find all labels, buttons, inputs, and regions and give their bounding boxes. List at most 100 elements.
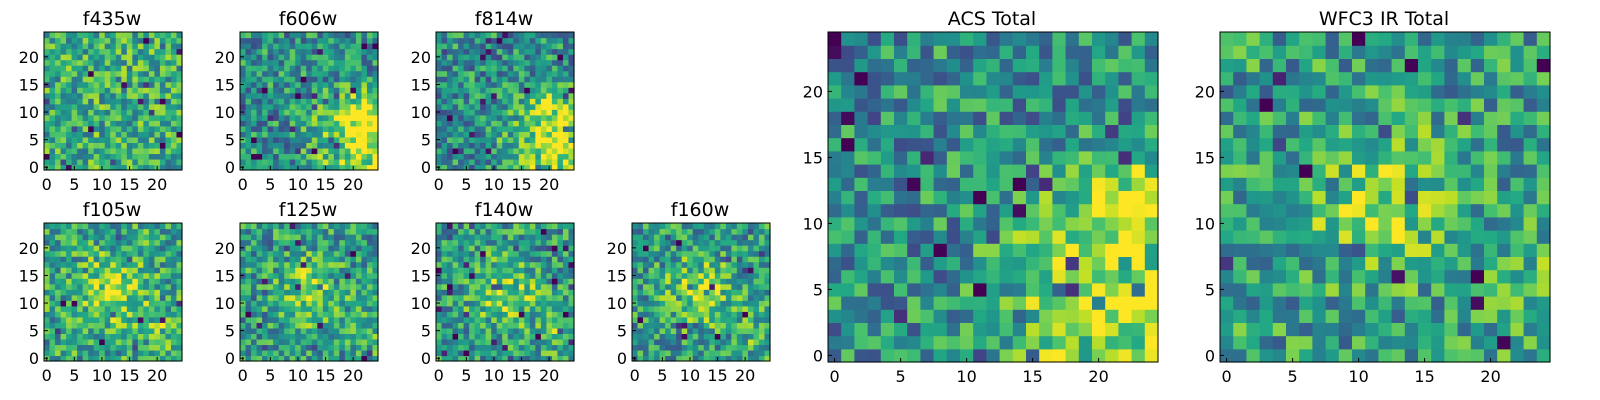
heatmap-cell <box>986 269 1001 284</box>
heatmap-cell <box>143 59 150 66</box>
heatmap-cell <box>143 283 150 290</box>
heatmap-cell <box>698 311 705 318</box>
heatmap-cell <box>764 245 771 252</box>
heatmap-cell <box>154 349 161 357</box>
heatmap-cell <box>535 300 542 307</box>
heatmap-cell <box>256 109 263 116</box>
heatmap-cell <box>518 142 525 149</box>
heatmap-cell <box>568 120 575 127</box>
heatmap-cell <box>126 338 133 346</box>
heatmap-cell <box>322 250 329 257</box>
heatmap-cell <box>344 234 351 241</box>
heatmap-cell <box>322 48 329 55</box>
heatmap-cell <box>1092 322 1106 337</box>
heatmap-cell <box>535 59 542 66</box>
heatmap-cell <box>681 250 688 257</box>
heatmap-cell <box>692 245 699 252</box>
heatmap-cell <box>540 272 547 279</box>
heatmap-cell <box>159 103 167 110</box>
heatmap-cell <box>317 37 324 44</box>
heatmap-cell <box>311 289 318 296</box>
heatmap-cell <box>546 158 553 166</box>
heatmap-cell <box>546 142 553 149</box>
heatmap-cell <box>447 267 454 274</box>
heatmap-cell <box>267 256 274 263</box>
heatmap-cell <box>372 256 379 263</box>
heatmap-cell <box>764 261 771 268</box>
heatmap-cell <box>568 136 575 143</box>
heatmap-cell <box>121 267 128 274</box>
heatmap-cell <box>154 98 161 105</box>
heatmap-cell <box>99 278 106 285</box>
heatmap-cell <box>1065 309 1080 323</box>
heatmap-cell <box>88 261 95 268</box>
heatmap-cell <box>66 120 73 127</box>
heatmap-cell <box>452 272 459 279</box>
heatmap-cell <box>742 316 749 323</box>
heatmap-cell <box>1092 243 1106 257</box>
heatmap-cell <box>71 158 78 166</box>
heatmap-cell <box>502 125 509 132</box>
heatmap-cell <box>317 311 324 318</box>
heatmap-cell <box>480 48 487 55</box>
heatmap-cell <box>339 131 346 138</box>
heatmap-cell <box>524 114 531 121</box>
heatmap-cell <box>880 322 895 337</box>
heatmap-cell <box>1052 216 1067 231</box>
heatmap-cell <box>568 327 575 334</box>
heatmap-cell <box>350 272 357 279</box>
heatmap-cell <box>49 136 56 143</box>
heatmap-cell <box>148 147 155 155</box>
heatmap-cell <box>267 283 274 290</box>
heatmap-cell <box>256 250 263 257</box>
heatmap-cell <box>436 98 443 105</box>
heatmap-cell <box>637 250 644 257</box>
heatmap-cell <box>115 131 122 138</box>
heatmap-cell <box>322 65 329 72</box>
heatmap-cell <box>256 37 263 44</box>
heatmap-cell <box>535 322 542 329</box>
heatmap-cell <box>568 355 575 362</box>
heatmap-cell <box>267 87 274 94</box>
heatmap-cell <box>524 261 531 268</box>
heatmap-cell <box>126 333 133 340</box>
heatmap-cell <box>295 136 302 143</box>
heatmap-cell <box>725 300 732 307</box>
heatmap-cell <box>496 300 503 307</box>
heatmap-cell <box>82 278 89 285</box>
heatmap-cell <box>714 245 721 252</box>
heatmap-cell <box>245 349 252 357</box>
heatmap-cell <box>447 311 454 318</box>
heatmap-cell <box>1012 322 1027 337</box>
heatmap-cell <box>322 300 329 307</box>
heatmap-cell <box>355 76 363 83</box>
heatmap-cell <box>170 338 178 346</box>
heatmap-cell <box>1144 309 1159 323</box>
heatmap-cell <box>452 316 459 323</box>
heatmap-cell <box>311 164 318 171</box>
heatmap-cell <box>137 70 144 77</box>
heatmap-cell <box>725 245 732 252</box>
heatmap-cell <box>328 272 335 279</box>
heatmap-cell <box>143 158 150 166</box>
heatmap-cell <box>154 70 161 77</box>
heatmap-cell <box>77 300 84 307</box>
heatmap-cell <box>350 103 357 110</box>
heatmap-cell <box>920 124 935 139</box>
heatmap-cell <box>731 338 738 346</box>
heatmap-cell <box>295 65 302 72</box>
heatmap-cell <box>681 228 688 235</box>
heatmap-cell <box>562 272 570 279</box>
heatmap-cell <box>436 92 443 99</box>
heatmap-cell <box>524 136 531 143</box>
heatmap-cell <box>764 349 771 357</box>
heatmap-cell <box>77 294 84 301</box>
heatmap-cell <box>485 245 492 252</box>
heatmap-cell <box>289 65 296 72</box>
heatmap-cell <box>99 125 106 132</box>
heatmap-cell <box>333 43 340 50</box>
heatmap-cell <box>251 103 258 110</box>
heatmap-cell <box>322 316 329 323</box>
heatmap-cell <box>540 98 547 105</box>
heatmap-cell <box>66 338 73 346</box>
